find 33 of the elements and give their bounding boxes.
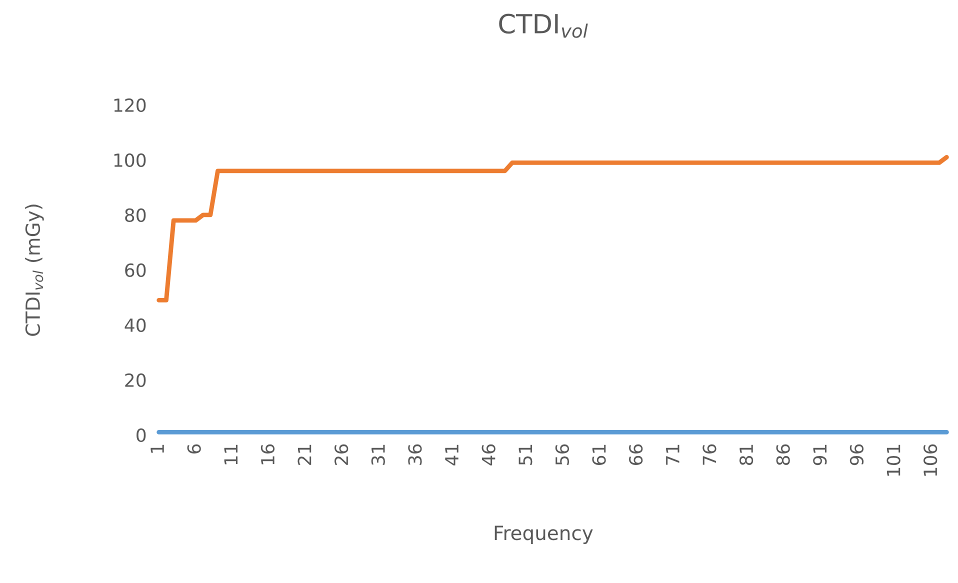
x-axis-title: Frequency — [494, 526, 593, 544]
y-tick-label: 80 — [125, 208, 146, 222]
x-tick-label: 101 — [886, 444, 900, 476]
chart-title: CTDI$_{vol}$ — [499, 14, 588, 38]
x-tick-label: 16 — [260, 444, 275, 464]
x-tick-label: 56 — [555, 444, 570, 465]
x-tick-label: 11 — [224, 444, 238, 464]
x-tick-label: 1 — [150, 444, 164, 453]
x-tick-label: 61 — [592, 444, 606, 465]
x-tick-label: 106 — [924, 444, 938, 476]
x-tick-label: 86 — [776, 444, 790, 466]
x-tick-label: 36 — [408, 444, 422, 465]
x-tick-label: 41 — [445, 444, 458, 466]
y-tick-label: 20 — [125, 373, 146, 388]
x-tick-label: 66 — [629, 444, 643, 465]
x-tick-label: 71 — [666, 444, 680, 465]
y-tick-label: 60 — [125, 263, 146, 278]
y-tick-label: 40 — [124, 318, 146, 332]
y-axis-title: CTDI$_{vol}$ (mGy) — [25, 204, 44, 336]
line-series — [156, 154, 949, 302]
x-tick-label: 6 — [187, 444, 201, 454]
x-tick-label: 26 — [334, 444, 348, 465]
x-tick-label: 51 — [518, 444, 532, 465]
x-tick-label: 31 — [371, 444, 385, 465]
x-tick-label: 46 — [482, 444, 496, 466]
x-tick-label: 76 — [702, 444, 716, 465]
y-tick-label: 0 — [136, 428, 146, 442]
x-tick-label: 91 — [813, 444, 827, 466]
x-tick-label: 21 — [298, 444, 312, 465]
y-tick-label: 100 — [114, 153, 146, 168]
x-tick-label: 96 — [850, 444, 864, 466]
x-tick-label: 81 — [739, 444, 754, 466]
y-tick-label: 120 — [114, 98, 146, 112]
